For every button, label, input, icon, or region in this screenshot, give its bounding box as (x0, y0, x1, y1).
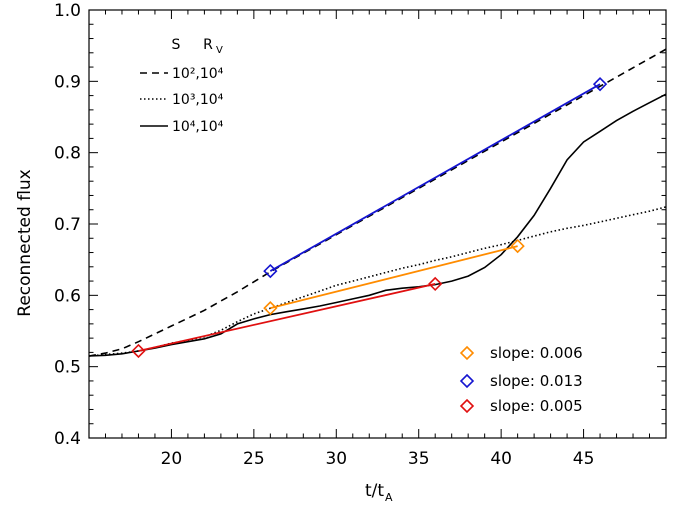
x-tick-label: 45 (573, 449, 595, 469)
fit-start-marker (131, 343, 146, 359)
x-axis-title-subscript: A (385, 491, 393, 504)
legend-label: 10²,10⁴ (172, 66, 224, 82)
x-axis-title: t/t (365, 481, 384, 501)
x-tick-label: 35 (408, 449, 430, 469)
slope-legend-label: slope: 0.005 (490, 397, 583, 415)
y-tick-label: 0.4 (54, 429, 81, 449)
x-tick-label: 25 (243, 449, 265, 469)
slope-legend-label: slope: 0.013 (490, 372, 583, 390)
legend-header-r: R (203, 37, 213, 53)
series-layer (88, 48, 667, 357)
slope-legend-marker (459, 373, 475, 389)
x-tick-label: 20 (161, 449, 183, 469)
fit-line (269, 83, 601, 272)
fit-end-marker (592, 77, 608, 92)
y-tick-label: 0.9 (54, 72, 81, 92)
fit-lines-layer (131, 77, 608, 359)
x-tick-label: 30 (325, 449, 347, 469)
y-axis-title: Reconnected flux (15, 169, 35, 316)
legend-label: 10³,10⁴ (172, 92, 224, 108)
fit-line (270, 245, 518, 310)
fit-start-marker (263, 263, 278, 279)
slope-legend-marker (459, 345, 475, 361)
legend-label: 10⁴,10⁴ (172, 119, 224, 135)
fit-start-marker (263, 301, 278, 316)
slope-legend-label: slope: 0.006 (490, 344, 583, 362)
slope-legend: slope: 0.006 slope: 0.013 slope: 0.005 (459, 344, 583, 415)
legend-header-r-subscript: V (216, 45, 223, 56)
y-tick-label: 0.8 (54, 144, 81, 164)
slope-legend-marker (459, 398, 475, 414)
y-tick-label: 0.7 (54, 215, 81, 235)
legend-header-s: S (172, 37, 181, 53)
style-legend: S R V 10²,10⁴ 10³,10⁴ 10⁴,10⁴ (140, 37, 224, 135)
fit-end-marker (428, 276, 443, 292)
series-line-solid (88, 93, 667, 357)
series-line-dashed (88, 48, 667, 357)
y-tick-label: 1.0 (54, 1, 81, 21)
tick-labels: 20 25 30 35 40 45 0.4 0.5 0.6 0.7 0.8 0.9 1.0 (54, 1, 594, 469)
y-tick-label: 0.5 (54, 358, 81, 378)
fit-end-marker (510, 238, 525, 254)
fit-line (138, 283, 436, 352)
x-tick-label: 40 (490, 449, 512, 469)
y-tick-label: 0.6 (54, 286, 81, 306)
